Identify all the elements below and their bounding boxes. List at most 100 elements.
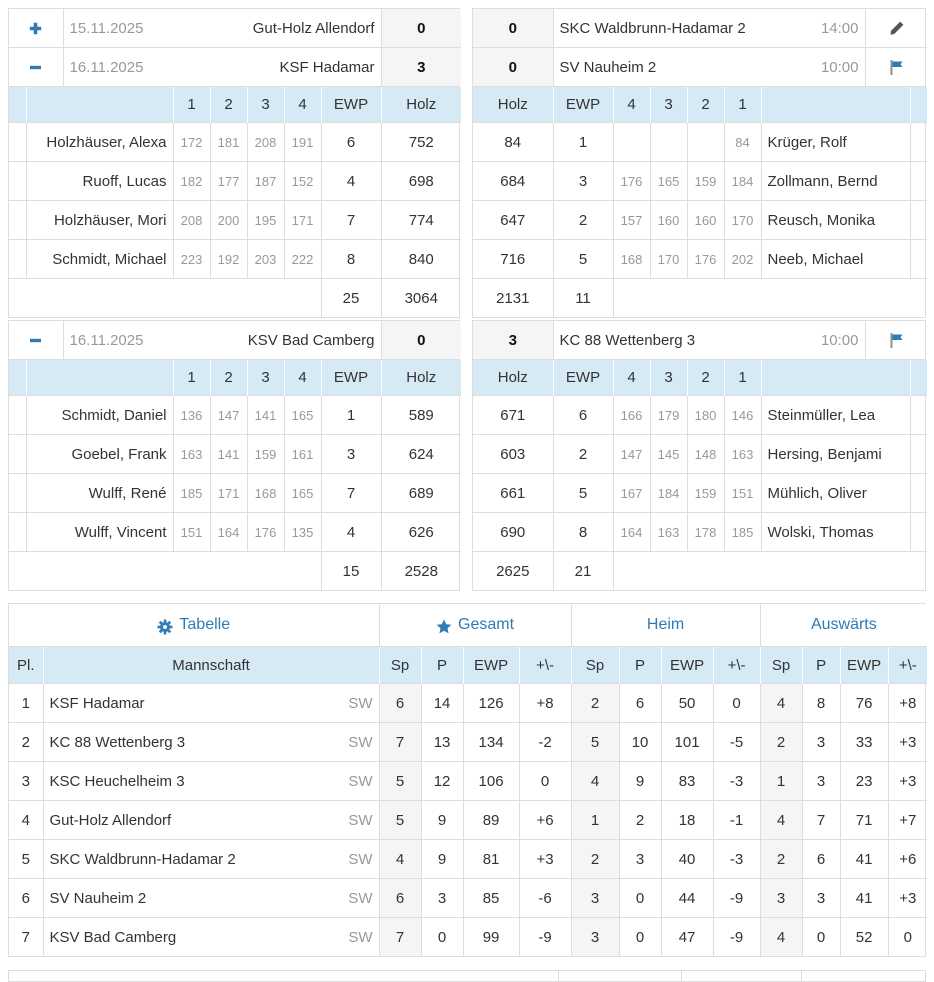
total-holz: 2625	[473, 551, 553, 590]
stat: 7	[378, 722, 422, 762]
fixtures-away-table-1: 0 SKC Waldbrunn-Hadamar 2 14:00 0 SV Nau…	[472, 8, 927, 87]
away-team-name: SKC Waldbrunn-Hadamar 2	[552, 9, 783, 48]
collapse-button[interactable]	[9, 321, 63, 359]
lane-score: 185	[723, 512, 761, 552]
sw-link[interactable]: SW	[319, 683, 380, 723]
player-row: Goebel, Frank 163 141 159 161 3 624	[9, 434, 461, 474]
stat: -9	[518, 917, 572, 956]
minus-icon[interactable]	[28, 60, 43, 75]
sw-link[interactable]: SW	[319, 878, 380, 918]
lane-score: 151	[723, 473, 761, 513]
stat: 85	[462, 878, 520, 918]
rank: 1	[9, 683, 43, 723]
minus-icon[interactable]	[28, 333, 43, 348]
collapse-button[interactable]	[9, 47, 63, 86]
sw-link[interactable]: SW	[319, 800, 380, 840]
stat: 47	[660, 917, 714, 956]
player-row: Schmidt, Daniel 136 147 141 165 1 589	[9, 395, 461, 435]
lane-score: 191	[283, 122, 321, 162]
col-p: P	[618, 646, 662, 684]
sw-link[interactable]: SW	[319, 839, 380, 879]
lane-header: 4	[283, 87, 321, 123]
sw-link[interactable]: SW	[319, 917, 380, 956]
lane-score	[649, 122, 687, 162]
sw-link[interactable]: SW	[319, 722, 380, 762]
stat: 4	[759, 917, 803, 956]
player-row: Schmidt, Michael 223 192 203 222 8 840	[9, 239, 461, 279]
flag-icon[interactable]	[889, 59, 904, 76]
player-name: Hersing, Benjami	[760, 434, 910, 474]
lane-score: 181	[209, 122, 247, 162]
sw-link[interactable]: SW	[319, 761, 380, 801]
team-name: Gut-Holz Allendorf	[42, 800, 319, 840]
player-holz: 589	[380, 395, 461, 435]
stat: 13	[420, 722, 464, 762]
stat: 9	[420, 800, 464, 840]
player-holz: 752	[380, 122, 461, 162]
stat: +3	[887, 722, 928, 762]
tab-gesamt[interactable]: Gesamt	[378, 604, 572, 647]
stat: 4	[378, 839, 422, 879]
lane-score: 159	[686, 473, 724, 513]
fixture-row: 16.11.2025 KSV Bad Camberg 0	[9, 321, 461, 359]
lane-header: 1	[723, 360, 761, 396]
stat: +7	[887, 800, 928, 840]
stat: +3	[887, 878, 928, 918]
stat: 6	[378, 878, 422, 918]
edit-button[interactable]	[864, 9, 927, 48]
lane-header: 4	[283, 360, 321, 396]
home-team-name: Gut-Holz Allendorf	[252, 19, 375, 37]
lane-header: 2	[209, 87, 247, 123]
lane-score: 160	[686, 200, 724, 240]
lane-header: 3	[649, 360, 687, 396]
report-button[interactable]	[864, 47, 927, 86]
lane-score: 202	[723, 239, 761, 279]
lane-score: 192	[209, 239, 247, 279]
stat: 9	[420, 839, 464, 879]
tab-heim[interactable]: Heim	[570, 604, 761, 647]
lane-score: 141	[246, 395, 284, 435]
lane-score: 168	[612, 239, 650, 279]
rank: 6	[9, 878, 43, 918]
stat: 89	[462, 800, 520, 840]
expand-button[interactable]	[9, 9, 63, 48]
lane-score: 185	[172, 473, 210, 513]
col-ewp: EWP	[839, 646, 889, 684]
player-ewp: 8	[552, 512, 613, 552]
stat: 3	[801, 722, 841, 762]
lane-score: 159	[686, 161, 724, 201]
lane-score: 151	[172, 512, 210, 552]
lane-score: 136	[172, 395, 210, 435]
fixture-date: 16.11.2025	[62, 47, 173, 86]
pencil-icon[interactable]	[888, 20, 905, 37]
stat: 6	[618, 683, 662, 723]
lane-score: 135	[283, 512, 321, 552]
stat: 3	[759, 878, 803, 918]
player-row: 84 1 84 Krüger, Rolf	[473, 122, 927, 162]
tab-tabelle[interactable]: Tabelle	[9, 604, 380, 647]
lane-header: 4	[612, 360, 650, 396]
lane-score: 163	[649, 512, 687, 552]
tab-auswaerts[interactable]: Auswärts	[759, 604, 928, 647]
col-plusminus: +\-	[712, 646, 761, 684]
stat: 2	[759, 839, 803, 879]
lane-score: 200	[209, 200, 247, 240]
stat: +6	[887, 839, 928, 879]
fixtures-away-table-2: 3 KC 88 Wettenberg 3 10:00	[472, 320, 927, 360]
lane-header: 1	[172, 87, 210, 123]
report-button[interactable]	[864, 321, 927, 359]
holz-header: Holz	[380, 360, 461, 396]
away-score: 0	[473, 9, 553, 48]
plus-icon[interactable]	[28, 21, 43, 36]
lane-score: 147	[209, 395, 247, 435]
lane-header: 3	[246, 360, 284, 396]
lane-score: 172	[172, 122, 210, 162]
stat: 71	[839, 800, 889, 840]
lane-header: 2	[209, 360, 247, 396]
player-holz: 626	[380, 512, 461, 552]
flag-icon[interactable]	[889, 332, 904, 349]
player-row: 603 2 147 145 148 163 Hersing, Benjami	[473, 434, 927, 474]
detail-header-row: 1 2 3 4 EWP Holz	[9, 360, 461, 396]
detail-header-row: Holz EWP 4 3 2 1	[473, 360, 927, 396]
stat: 101	[660, 722, 714, 762]
